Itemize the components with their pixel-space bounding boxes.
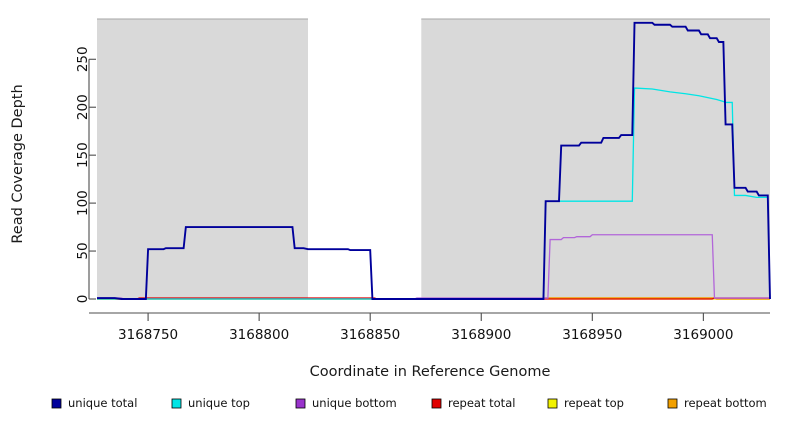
x-tick-label: 3168850 — [340, 327, 400, 343]
y-tick-label: 50 — [75, 242, 91, 259]
legend-label-unique-top: unique top — [188, 396, 250, 410]
x-tick-label: 3168800 — [229, 327, 289, 343]
legend-swatch-unique-top — [171, 398, 182, 409]
axis-layer — [88, 58, 770, 321]
y-tick-label: 200 — [75, 94, 91, 120]
shaded-repeat-regions — [97, 18, 770, 299]
legend-swatch-unique-bottom — [295, 398, 306, 409]
y-axis-title: Read Coverage Depth — [10, 84, 26, 243]
legend-label-unique-total: unique total — [68, 396, 137, 410]
series-unique-total — [97, 21, 771, 300]
legend-label-unique-bottom: unique bottom — [312, 396, 397, 410]
y-tick-label: 250 — [75, 46, 91, 72]
x-tick-label: 3168950 — [562, 327, 622, 343]
legend-swatch-repeat-total — [431, 398, 442, 409]
legend-label-repeat-bottom: repeat bottom — [684, 396, 767, 410]
series-layer — [97, 21, 771, 300]
axis-label-layer: 0 50 100 150 200 250 3168750 3168800 3168850 3168… — [75, 46, 734, 343]
legend-label-repeat-total: repeat total — [448, 396, 515, 410]
x-tick-label: 3169000 — [673, 327, 733, 343]
shaded-region-0 — [97, 19, 309, 299]
y-tick-label: 100 — [75, 190, 91, 216]
series-unique-top — [97, 87, 771, 300]
legend-swatch-repeat-bottom — [667, 398, 678, 409]
legend-label-repeat-top: repeat top — [564, 396, 624, 410]
x-tick-label: 3168900 — [451, 327, 511, 343]
shaded-region-1 — [421, 19, 770, 299]
y-tick-label: 150 — [75, 142, 91, 168]
legend-swatch-unique-total — [51, 398, 62, 409]
chart-legend: unique total unique top unique bottom repea… — [51, 396, 767, 410]
x-axis-title: Coordinate in Reference Genome — [310, 364, 551, 380]
y-tick-label: 0 — [75, 295, 91, 304]
legend-swatch-repeat-top — [547, 398, 558, 409]
x-tick-label: 3168750 — [118, 327, 178, 343]
